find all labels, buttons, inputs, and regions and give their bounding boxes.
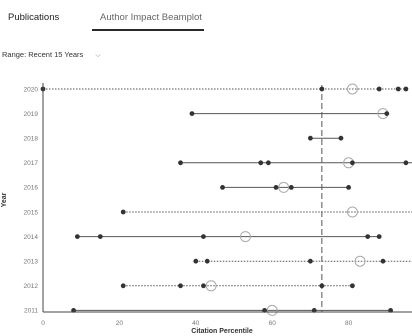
paper-dot (338, 135, 344, 141)
beam-row-2020: 2020 (24, 83, 409, 95)
y-tick-label: 2013 (24, 259, 39, 266)
x-tick-label: 40 (192, 320, 200, 327)
paper-dot (201, 283, 206, 289)
x-tick-label: 20 (116, 320, 124, 327)
paper-dot (365, 234, 371, 240)
paper-dot (346, 185, 351, 190)
range-label: Range: Recent 15 Years (2, 50, 84, 59)
paper-dot (178, 160, 183, 166)
beam-row-2017: 2017 (24, 157, 412, 169)
paper-dot (204, 258, 210, 264)
axes: 020406080100 (41, 83, 412, 327)
median-ring (266, 304, 278, 316)
paper-dot (350, 283, 355, 289)
beam-row-2019: 2019 (24, 108, 390, 120)
y-tick-label: 2018 (24, 136, 39, 143)
tab-bar: Publications Author Impact Beamplot (0, 0, 412, 36)
paper-dot (258, 160, 264, 166)
y-axis-label: Year (1, 192, 8, 207)
x-axis-label: Citation Percentile (191, 328, 253, 335)
median-ring (346, 206, 358, 218)
y-tick-label: 2015 (24, 209, 39, 216)
x-tick-label: 0 (41, 320, 45, 327)
paper-dot (178, 283, 183, 289)
tab-author-impact-beamplot[interactable]: Author Impact Beamplot (100, 12, 202, 23)
y-tick-label: 2020 (24, 86, 39, 93)
paper-dot (120, 283, 126, 289)
paper-dot (265, 160, 271, 166)
median-ring (205, 280, 217, 292)
paper-dot (189, 111, 195, 116)
tab-publications[interactable]: Publications (8, 12, 60, 23)
beam-rows: 2020 2019 2018 2017 2016 2015 2014 2013 2012 2011 (24, 83, 412, 316)
paper-dot (288, 185, 294, 190)
paper-dot (376, 86, 382, 92)
beam-row-2016: 2016 (24, 181, 351, 193)
beam-row-2013: 2013 (24, 255, 412, 267)
paper-dot (120, 209, 126, 215)
y-tick-label: 2019 (24, 111, 39, 118)
y-tick-label: 2017 (24, 160, 39, 167)
paper-dot (319, 283, 325, 289)
paper-dot (220, 185, 225, 190)
paper-dot (193, 258, 199, 264)
y-tick-label: 2014 (24, 234, 39, 241)
paper-dot (380, 258, 386, 264)
paper-dot (384, 111, 390, 116)
paper-dot (403, 160, 409, 166)
x-tick-label: 60 (269, 320, 277, 327)
paper-dot (74, 234, 80, 240)
beam-row-2011: 2011 (24, 304, 394, 316)
beam-row-2012: 2012 (24, 280, 355, 292)
paper-dot (319, 86, 325, 92)
chevron-down-icon: ⌵ (95, 52, 101, 59)
y-tick-label: 2016 (24, 185, 39, 192)
beam-row-2015: 2015 (24, 206, 412, 218)
median-ring (346, 83, 358, 95)
median-ring (239, 231, 251, 243)
paper-dot (376, 234, 382, 240)
paper-dot (403, 86, 409, 92)
paper-dot (395, 86, 401, 92)
active-tab-indicator (92, 29, 204, 31)
paper-dot (97, 234, 103, 240)
paper-dot (308, 258, 313, 264)
x-tick-label: 80 (345, 320, 353, 327)
range-dropdown[interactable]: Range: Recent 15 Years ⌵ (2, 50, 101, 60)
paper-dot (201, 234, 206, 240)
y-tick-label: 2012 (24, 283, 39, 290)
beam-row-2018: 2018 (24, 136, 344, 143)
beam-row-2014: 2014 (24, 231, 382, 243)
paper-dot (273, 185, 279, 190)
median-ring (354, 255, 366, 267)
y-tick-label: 2011 (24, 308, 38, 315)
median-ring (278, 181, 290, 193)
paper-dot (350, 160, 355, 166)
paper-dot (308, 135, 313, 141)
